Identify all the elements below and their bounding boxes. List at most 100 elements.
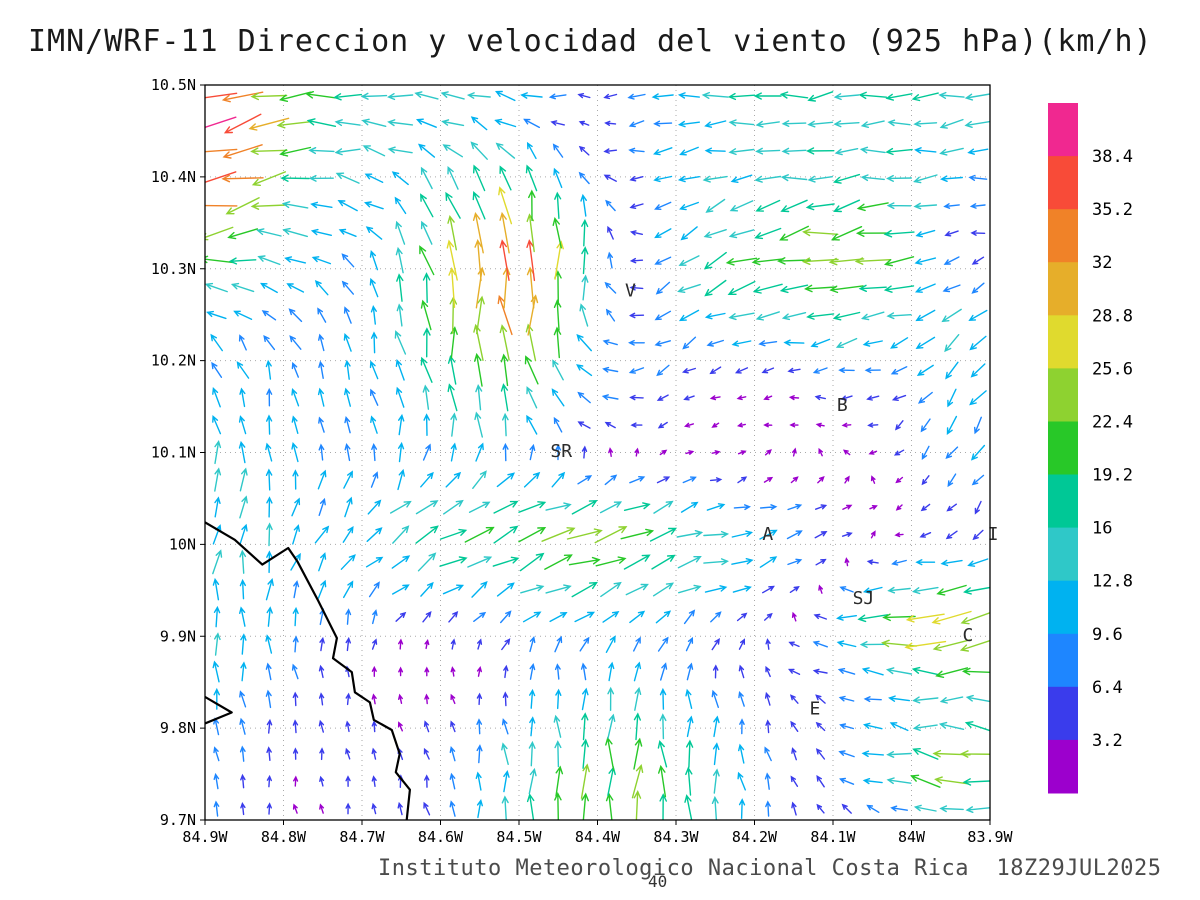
wind-arrow	[578, 120, 590, 126]
colorbar-segment	[1048, 315, 1078, 369]
wind-arrow	[364, 173, 384, 183]
wind-arrow	[370, 331, 378, 354]
wind-arrow	[885, 667, 913, 675]
wind-arrow	[580, 193, 587, 217]
wind-arrow	[942, 284, 961, 293]
wind-arrow	[683, 422, 694, 428]
wind-arrow	[737, 450, 747, 455]
wind-arrow	[869, 505, 878, 510]
colorbar-label: 22.4	[1092, 413, 1133, 433]
wind-arrow	[240, 633, 247, 655]
wind-arrow	[885, 93, 913, 101]
wind-arrow	[710, 611, 722, 623]
wind-arrow	[967, 148, 989, 155]
colorbar-segment	[1048, 739, 1078, 794]
wind-arrow	[345, 802, 351, 815]
wind-arrow	[579, 303, 589, 327]
wind-arrow	[627, 93, 646, 100]
colorbar-label: 6.4	[1092, 678, 1123, 698]
wind-arrow	[713, 715, 720, 738]
wind-arrow	[787, 367, 801, 374]
wind-arrow	[893, 449, 905, 456]
wind-arrow	[472, 191, 486, 220]
wind-arrow	[938, 91, 965, 99]
wind-arrow	[758, 340, 778, 347]
wind-arrow	[787, 503, 803, 511]
wind-arrow	[519, 552, 545, 572]
wind-arrow	[310, 228, 332, 236]
wind-arrow	[392, 584, 410, 595]
wind-arrow	[447, 383, 458, 412]
wind-arrow	[914, 283, 936, 293]
wind-arrow	[836, 640, 857, 648]
wind-arrow	[921, 475, 930, 486]
wind-arrow	[709, 477, 723, 483]
wind-arrow	[828, 257, 865, 266]
station-label: I	[988, 524, 999, 545]
wind-arrow	[660, 662, 668, 681]
wind-arrow	[679, 146, 699, 156]
station-labels: V SR B A SJ C E I	[550, 280, 998, 719]
wind-arrow	[916, 364, 934, 376]
wind-arrow	[630, 422, 643, 428]
wind-arrow	[397, 468, 405, 491]
wind-arrow	[830, 226, 863, 241]
wind-arrow	[518, 527, 547, 543]
wind-arrow	[392, 525, 410, 544]
wind-arrow	[711, 689, 719, 708]
wind-arrow	[677, 283, 701, 293]
wind-arrow	[754, 227, 782, 240]
wind-arrow	[318, 443, 325, 461]
wind-arrow	[731, 558, 754, 565]
wind-arrow	[605, 635, 616, 653]
wind-arrow	[281, 201, 309, 209]
wind-arrow	[470, 141, 488, 160]
wind-arrow	[468, 501, 491, 513]
wind-arrow	[450, 693, 456, 705]
wind-arrow	[753, 92, 782, 100]
wind-arrow	[654, 310, 672, 321]
wind-arrow	[633, 737, 643, 770]
wind-arrow	[443, 499, 464, 515]
wind-arrow	[265, 359, 272, 380]
wind-arrow	[945, 361, 959, 380]
wind-arrow	[604, 281, 617, 294]
wind-arrow	[813, 613, 827, 620]
wind-arrow	[762, 585, 775, 594]
wind-arrow	[738, 798, 746, 819]
wind-arrow	[473, 164, 486, 192]
wind-arrow	[863, 696, 882, 703]
wind-arrow	[943, 256, 960, 265]
wind-arrow	[654, 228, 672, 239]
wind-arrow	[448, 611, 459, 623]
y-tick-label: 9.7N	[160, 811, 196, 829]
wind-arrow	[883, 229, 915, 238]
wind-arrow	[764, 449, 772, 456]
wind-arrow	[703, 558, 729, 566]
wind-arrow	[788, 641, 800, 648]
wind-arrow	[680, 226, 698, 241]
wind-arrow	[911, 92, 939, 102]
wind-arrow	[248, 117, 290, 131]
wind-arrow	[314, 525, 330, 544]
wind-arrow	[631, 763, 644, 799]
wind-arrow	[890, 337, 909, 349]
wind-arrow	[682, 336, 697, 350]
wind-arrow	[709, 395, 721, 401]
wind-arrow	[860, 311, 885, 321]
wind-arrow	[338, 228, 357, 237]
wind-arrow	[292, 524, 300, 545]
wind-arrow	[396, 273, 404, 302]
wind-arrow	[911, 586, 939, 595]
wind-arrow	[265, 689, 272, 709]
wind-arrow	[915, 229, 936, 238]
wind-arrow	[911, 666, 939, 676]
wind-arrow	[317, 387, 325, 407]
wind-arrow	[914, 147, 937, 154]
wind-arrow	[789, 586, 800, 593]
wind-arrow	[360, 92, 388, 100]
wind-arrow	[387, 146, 413, 154]
wind-arrow	[581, 246, 589, 275]
wind-arrow	[365, 556, 384, 568]
wind-arrow	[886, 202, 912, 210]
